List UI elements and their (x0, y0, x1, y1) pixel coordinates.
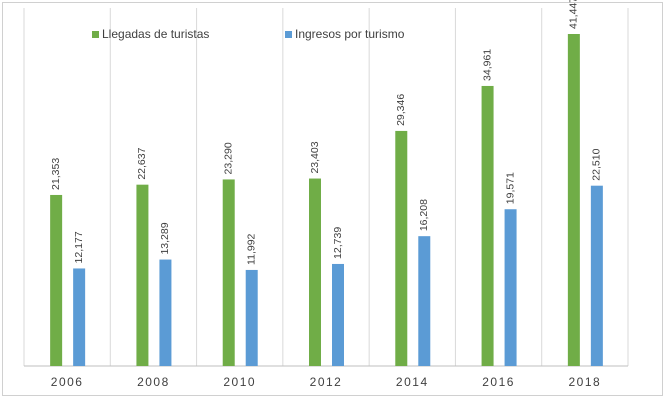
bar (136, 184, 149, 366)
value-label: 19,571 (504, 172, 516, 204)
bar (567, 34, 580, 366)
legend-label: Llegadas de turistas (102, 27, 209, 41)
bar (309, 178, 321, 366)
value-label: 13,289 (159, 222, 171, 254)
bar (50, 194, 63, 366)
x-tick-label: 2012 (310, 375, 343, 389)
value-label: 22,510 (591, 148, 603, 180)
legend-swatch (285, 31, 292, 38)
bar (395, 130, 408, 366)
value-label: 12,739 (332, 227, 344, 259)
bar (504, 209, 517, 366)
bar (332, 263, 344, 366)
value-label: 29,346 (395, 94, 407, 126)
x-tick-label: 2018 (569, 375, 602, 389)
value-label: 22,637 (136, 147, 148, 179)
value-label: 23,290 (222, 142, 234, 174)
bar (481, 85, 494, 367)
bar (245, 269, 258, 366)
x-tick-label: 2010 (223, 375, 256, 389)
chart-frame (2, 2, 663, 396)
bar (590, 185, 603, 366)
value-label: 11,992 (245, 233, 257, 264)
legend-label: Ingresos por turismo (295, 27, 405, 41)
x-tick-label: 2006 (51, 375, 84, 389)
value-label: 23,403 (309, 141, 321, 173)
x-tick-label: 2008 (137, 375, 170, 389)
bar (418, 236, 431, 366)
x-tick-label: 2014 (396, 375, 429, 389)
value-label: 12,177 (73, 231, 85, 263)
value-label: 16,208 (418, 199, 430, 231)
legend-swatch (92, 31, 99, 38)
bar (73, 268, 86, 366)
value-label: 21,353 (50, 158, 62, 190)
value-label: 41,447 (568, 0, 580, 29)
bar (159, 259, 172, 366)
value-label: 34,961 (481, 49, 493, 81)
bar (222, 179, 235, 366)
x-tick-label: 2016 (482, 375, 515, 389)
